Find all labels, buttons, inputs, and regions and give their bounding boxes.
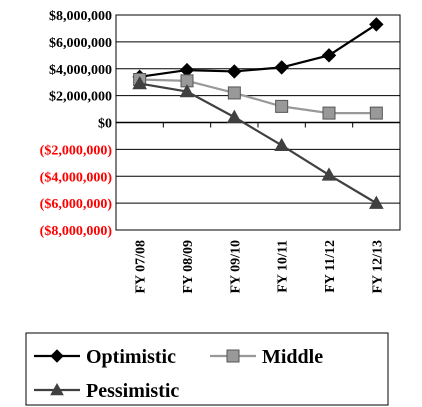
legend-marker	[50, 349, 64, 363]
legend-marker	[226, 349, 240, 363]
y-tick-label: ($2,000,000)	[40, 143, 113, 158]
series-line	[139, 78, 377, 115]
category-label: FY 08/09	[181, 240, 196, 294]
legend-label: Pessimistic	[86, 380, 179, 402]
data-point	[321, 48, 337, 63]
data-point	[321, 167, 337, 181]
data-point	[369, 106, 383, 120]
data-point	[322, 106, 336, 120]
legend-item-pessimistic: Pessimistic	[34, 380, 179, 402]
series-pessimistic	[132, 76, 384, 209]
legend-label: Middle	[262, 346, 323, 368]
y-tick-label: ($4,000,000)	[40, 170, 113, 185]
legend-item-optimistic: Optimistic	[34, 346, 176, 368]
data-point	[179, 84, 195, 98]
category-label: FY 09/10	[228, 240, 243, 294]
category-label: FY 10/11	[276, 240, 291, 293]
data-point	[274, 60, 289, 75]
series-middle	[133, 73, 383, 120]
legend: Optimistic Middle Pessimistic	[25, 332, 389, 406]
data-point	[227, 64, 242, 79]
data-point	[227, 86, 241, 100]
y-axis-tick-labels: $8,000,000 $6,000,000 $4,000,000 $2,000,000…	[40, 9, 113, 239]
legend-marker	[50, 382, 64, 396]
y-tick-label: $2,000,000	[49, 90, 112, 105]
y-tick-label: $8,000,000	[49, 9, 112, 24]
data-point	[274, 137, 290, 152]
data-point	[368, 195, 384, 209]
data-point	[275, 99, 289, 113]
data-point	[369, 17, 384, 32]
category-label: FY 07/08	[134, 240, 149, 294]
series-line	[139, 82, 377, 205]
legend-item-middle: Middle	[210, 346, 323, 368]
data-point	[226, 109, 242, 123]
category-label: FY 11/12	[323, 240, 338, 293]
y-tick-label: $4,000,000	[49, 63, 112, 78]
y-tick-label: $6,000,000	[49, 36, 112, 51]
legend-box	[25, 332, 389, 406]
x-axis-category-labels: FY 07/08 FY 08/09 FY 09/10 FY 10/11 FY 11/12…	[134, 240, 386, 294]
y-tick-label: $0	[98, 117, 112, 132]
y-tick-label: ($6,000,000)	[40, 197, 113, 212]
series-optimistic	[132, 17, 384, 85]
legend-label: Optimistic	[86, 346, 176, 368]
category-label: FY 12/13	[370, 240, 385, 294]
axes	[115, 14, 401, 231]
series-lines	[132, 17, 384, 209]
y-tick-label: ($8,000,000)	[40, 224, 113, 239]
series-line	[139, 23, 377, 78]
data-point	[132, 76, 148, 90]
